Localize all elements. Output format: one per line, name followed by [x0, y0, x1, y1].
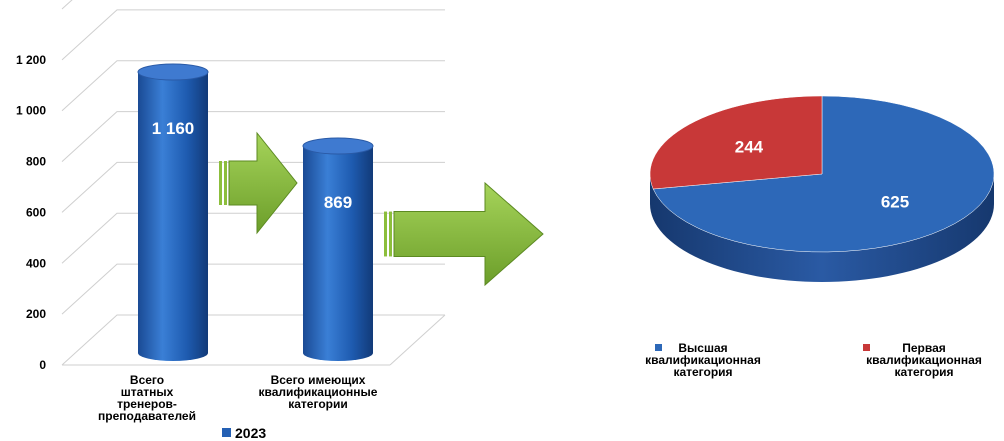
arrow-stripe — [384, 211, 387, 257]
gridline — [61, 0, 73, 10]
bar-series: 1 160 869 — [137, 63, 374, 362]
pie-data-label: 244 — [735, 138, 764, 157]
cylinder-bar — [137, 63, 209, 362]
legend-swatch — [222, 428, 231, 437]
y-tick-label: 400 — [26, 256, 46, 270]
legend-swatch — [863, 344, 870, 351]
y-axis: 0 200 400 600 800 1 000 1 200 — [16, 53, 46, 372]
gridline — [61, 9, 445, 61]
arrow-right-icon — [219, 131, 298, 235]
pie-slice — [652, 95, 995, 253]
pie-side — [650, 174, 994, 282]
x-category-label: штатных — [121, 385, 174, 399]
cylinder-top — [302, 137, 374, 155]
gridline — [61, 263, 445, 315]
legend-label: Первая — [902, 341, 946, 355]
y-tick-label: 800 — [26, 155, 46, 169]
y-tick-label: 1 200 — [16, 53, 46, 67]
y-tick-label: 200 — [26, 307, 46, 321]
legend-label: категория — [894, 365, 953, 379]
pie-slice — [649, 95, 823, 190]
gridline — [61, 212, 445, 264]
flow-arrows — [219, 131, 544, 287]
bar-chart: 0 200 400 600 800 1 000 1 200 1 160 869 Всегошт… — [16, 0, 446, 441]
x-category-label: Всего имеющих — [271, 373, 366, 387]
cylinder-body — [138, 72, 208, 362]
arrow-stripe — [224, 161, 227, 205]
floor-edge — [389, 314, 446, 366]
arrow-stripe — [389, 211, 392, 257]
arrow-shape — [228, 131, 298, 235]
legend-label: Высшая — [678, 341, 727, 355]
arrow-shape — [393, 181, 544, 287]
bar-data-label: 869 — [324, 193, 352, 212]
x-category-label: тренеров- — [117, 397, 177, 411]
bar-legend: 2023 — [222, 425, 266, 441]
legend-label: квалификационная — [866, 353, 982, 367]
gridline — [61, 60, 445, 112]
bar-data-label: 1 160 — [152, 119, 195, 138]
pie-data-label: 625 — [881, 192, 909, 211]
gridline — [61, 314, 445, 366]
y-tick-label: 0 — [39, 358, 46, 372]
cylinder-body — [303, 146, 373, 361]
pie-slices: 625 244 — [649, 95, 995, 282]
x-category-label: категории — [288, 397, 347, 411]
pie-legend: ВысшаяквалификационнаякатегорияПерваяква… — [645, 341, 982, 379]
cylinder-top — [137, 63, 209, 81]
legend-label: 2023 — [235, 425, 266, 441]
x-category-label: Всего — [130, 373, 164, 387]
cylinder-bar — [302, 137, 374, 361]
arrow-stripe — [219, 161, 222, 205]
gridline — [61, 111, 445, 162]
y-tick-label: 600 — [26, 205, 46, 219]
legend-label: квалификационная — [645, 353, 761, 367]
y-tick-label: 1 000 — [16, 104, 46, 118]
legend-label: категория — [673, 365, 732, 379]
bar-gridlines — [61, 0, 446, 366]
arrow-right-icon — [384, 181, 544, 287]
legend-swatch — [655, 344, 662, 351]
x-category-label: преподавателей — [98, 409, 196, 423]
x-category-label: квалификационные — [259, 385, 378, 399]
